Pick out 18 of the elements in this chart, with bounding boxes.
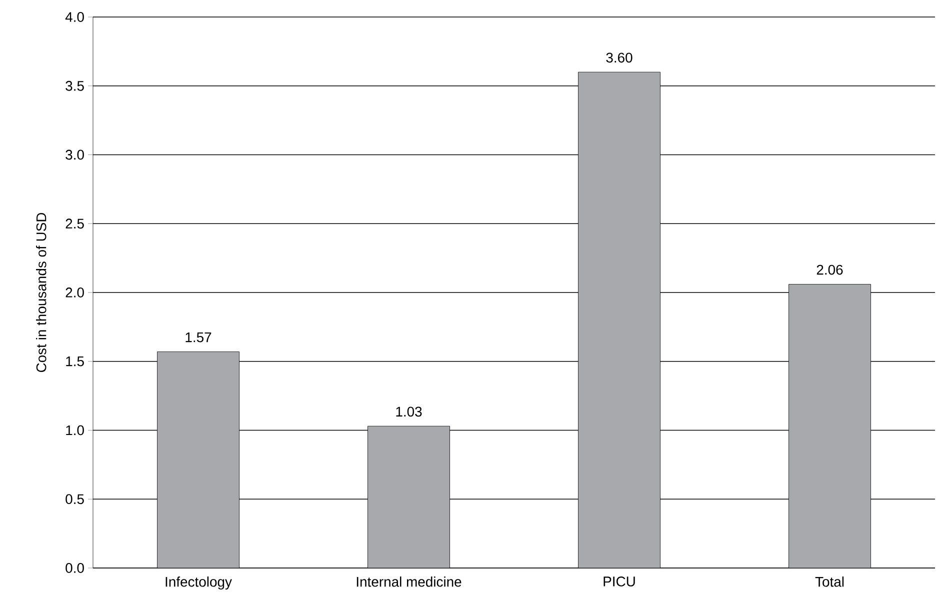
data-label: 1.03 xyxy=(396,406,422,417)
x-tick-label: Total xyxy=(815,576,844,587)
y-tick-label: 1.5 xyxy=(66,356,84,366)
y-tick-label: 3.0 xyxy=(66,150,84,160)
y-tick-label: 0.0 xyxy=(66,563,84,573)
y-axis-title: Cost in thousands of USD xyxy=(36,212,46,372)
y-tick-label: 0.5 xyxy=(66,494,84,504)
data-label: 3.60 xyxy=(606,52,632,63)
y-tick-label: 2.5 xyxy=(66,218,84,229)
x-tick-label: PICU xyxy=(604,576,635,586)
x-tick-label: Infectology xyxy=(166,576,232,590)
data-label: 2.06 xyxy=(816,264,843,275)
x-tick-label: Internal medicine xyxy=(356,576,462,587)
y-tick-label: 3.5 xyxy=(66,80,84,91)
y-tick-label: 1.0 xyxy=(66,425,84,436)
y-tick-label: 4.0 xyxy=(65,12,84,22)
data-label: 1.57 xyxy=(186,332,212,342)
y-tick-label: 2.0 xyxy=(66,288,84,298)
